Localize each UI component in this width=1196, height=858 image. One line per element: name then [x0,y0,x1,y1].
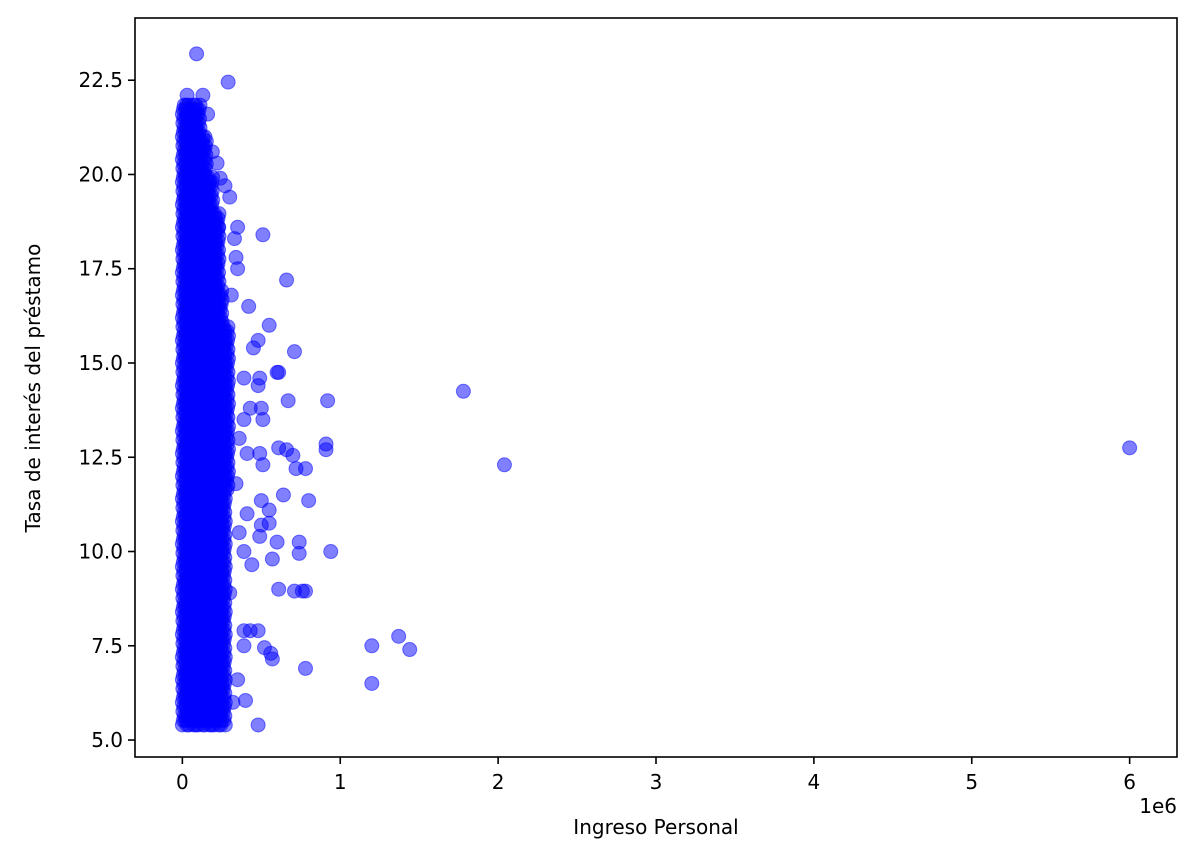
data-point [195,87,211,103]
data-point [236,638,252,654]
data-point [220,74,236,90]
data-point [244,557,260,573]
data-point [285,447,301,463]
x-tick-label: 0 [176,770,189,794]
data-point [245,340,261,356]
data-point [298,660,314,676]
data-point [252,528,268,544]
data-point [236,412,252,428]
data-point [211,219,227,235]
data-point [222,585,238,601]
data-point [301,493,317,509]
x-tick-label: 2 [492,770,505,794]
data-point [298,583,314,599]
data-point [391,628,407,644]
x-tick-label: 5 [965,770,978,794]
data-point [239,506,255,522]
data-point [236,544,252,560]
data-point [255,412,271,428]
y-axis-label: Tasa de interés del préstamo [21,244,45,534]
x-axis-label: Ingreso Personal [573,815,738,839]
data-point [179,87,195,103]
data-point [364,638,380,654]
data-point [271,364,287,380]
data-point [261,515,277,531]
data-point [189,46,205,62]
data-point [402,642,418,658]
y-tick-label: 20.0 [78,162,123,186]
data-point [200,106,216,122]
data-point [238,692,254,708]
data-point [275,487,291,503]
data-point [231,525,247,541]
x-tick-label: 1 [334,770,347,794]
data-point [323,544,339,560]
y-tick-label: 7.5 [91,634,123,658]
data-point [241,298,257,314]
x-tick-label: 6 [1123,770,1136,794]
data-point [225,694,241,710]
data-point [261,502,277,518]
data-point [255,227,271,243]
data-point [250,623,266,639]
data-point [222,189,238,205]
x-axis-offset-text: 1e6 [1139,794,1177,818]
y-tick-label: 22.5 [78,68,123,92]
data-point [230,672,246,688]
data-point [320,393,336,409]
data-point [364,675,380,691]
data-point [455,383,471,399]
data-point [291,545,307,561]
y-tick-label: 10.0 [78,540,123,564]
data-points [179,46,1138,733]
data-point [239,445,255,461]
data-point [223,287,239,303]
y-tick-label: 15.0 [78,351,123,375]
data-point [236,370,252,386]
data-point [250,378,266,394]
y-tick-label: 5.0 [91,728,123,752]
data-point [269,534,285,550]
data-point [231,430,247,446]
data-point [1122,440,1138,456]
data-point [250,717,266,733]
data-point [318,442,334,458]
data-point [264,651,280,667]
data-point [496,457,512,473]
y-tick-label: 12.5 [78,445,123,469]
data-point [226,231,242,247]
data-point [261,317,277,333]
data-point [230,261,246,277]
x-tick-label: 3 [650,770,663,794]
data-point [264,551,280,567]
y-tick-label: 17.5 [78,257,123,281]
data-point [228,476,244,492]
x-axis-ticks: 0 1 2 3 4 5 6 [176,757,1136,794]
data-point [286,344,302,360]
data-point [298,461,314,477]
data-point [255,457,271,473]
data-point [280,393,296,409]
x-tick-label: 4 [808,770,821,794]
data-point [271,581,287,597]
data-point [279,272,295,288]
y-axis-ticks: 5.0 7.5 10.0 12.5 15.0 17.5 20.0 22.5 [78,68,135,752]
dense-point-cluster [174,97,236,733]
data-point [209,155,225,171]
